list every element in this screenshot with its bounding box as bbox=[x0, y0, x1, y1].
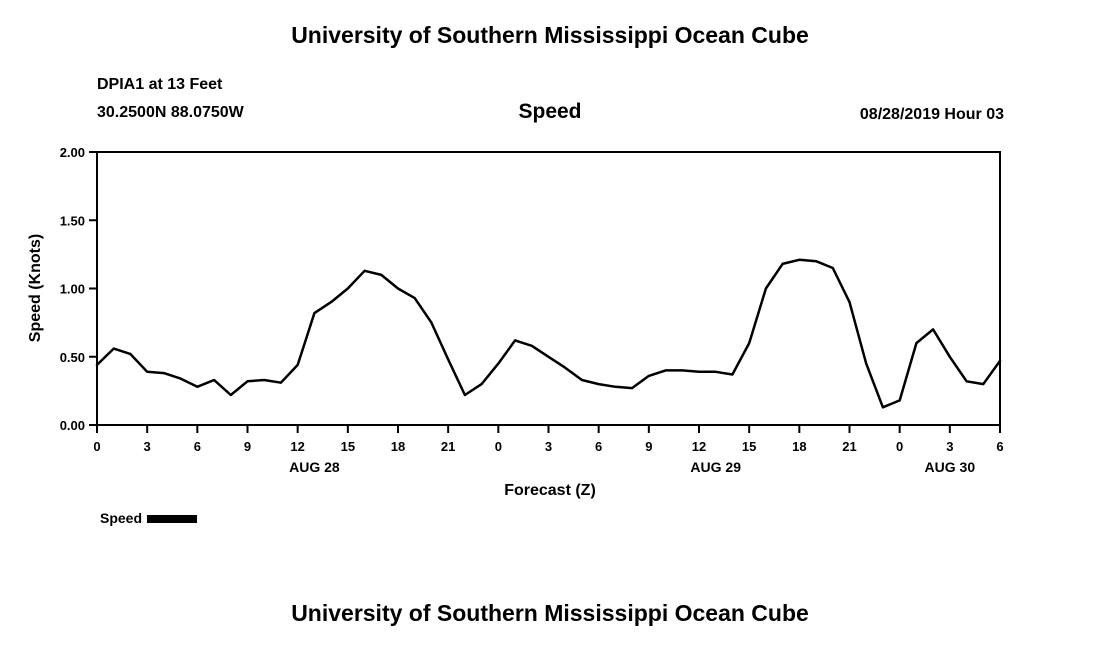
x-tick-label: 12 bbox=[290, 439, 304, 454]
x-tick-label: 3 bbox=[144, 439, 151, 454]
x-date-label: AUG 29 bbox=[690, 459, 741, 475]
x-tick-label: 3 bbox=[545, 439, 552, 454]
y-tick-label: 1.00 bbox=[60, 282, 85, 297]
legend-label: Speed bbox=[100, 510, 143, 526]
page-title: University of Southern Mississippi Ocean… bbox=[291, 22, 809, 48]
speed-data-line bbox=[95, 258, 1002, 409]
y-tick-label: 1.50 bbox=[60, 213, 85, 228]
x-tick-label: 12 bbox=[692, 439, 706, 454]
x-tick-label: 21 bbox=[842, 439, 856, 454]
station-label: DPIA1 at 13 Feet bbox=[97, 76, 223, 93]
plot-frame bbox=[96, 151, 1001, 426]
x-date-label: AUG 30 bbox=[925, 459, 976, 475]
coordinates-label: 30.2500N 88.0750W bbox=[97, 104, 244, 121]
x-date-label: AUG 28 bbox=[289, 459, 340, 475]
x-tick-label: 0 bbox=[495, 439, 502, 454]
x-tick-label: 15 bbox=[341, 439, 355, 454]
x-axis-title: Forecast (Z) bbox=[504, 482, 596, 499]
x-tick-label: 0 bbox=[896, 439, 903, 454]
x-tick-label: 9 bbox=[645, 439, 652, 454]
x-tick-label: 18 bbox=[792, 439, 806, 454]
legend-line-swatch bbox=[147, 515, 198, 523]
y-tick-label: 0.00 bbox=[60, 418, 85, 433]
x-tick-label: 6 bbox=[996, 439, 1003, 454]
y-tick-label: 2.00 bbox=[60, 145, 85, 160]
chart-title: Speed bbox=[518, 100, 582, 123]
x-tick-label: 3 bbox=[946, 439, 953, 454]
x-tick-label: 9 bbox=[244, 439, 251, 454]
y-tick-label: 0.50 bbox=[60, 350, 85, 365]
x-tick-label: 6 bbox=[595, 439, 602, 454]
footer-title: University of Southern Mississippi Ocean… bbox=[291, 600, 809, 626]
x-tick-label: 0 bbox=[93, 439, 100, 454]
x-tick-label: 21 bbox=[441, 439, 455, 454]
legend: Speed bbox=[100, 510, 198, 526]
x-tick-label: 18 bbox=[391, 439, 405, 454]
datetime-label: 08/28/2019 Hour 03 bbox=[859, 106, 1004, 123]
x-tick-label: 6 bbox=[194, 439, 201, 454]
x-tick-label: 15 bbox=[742, 439, 756, 454]
